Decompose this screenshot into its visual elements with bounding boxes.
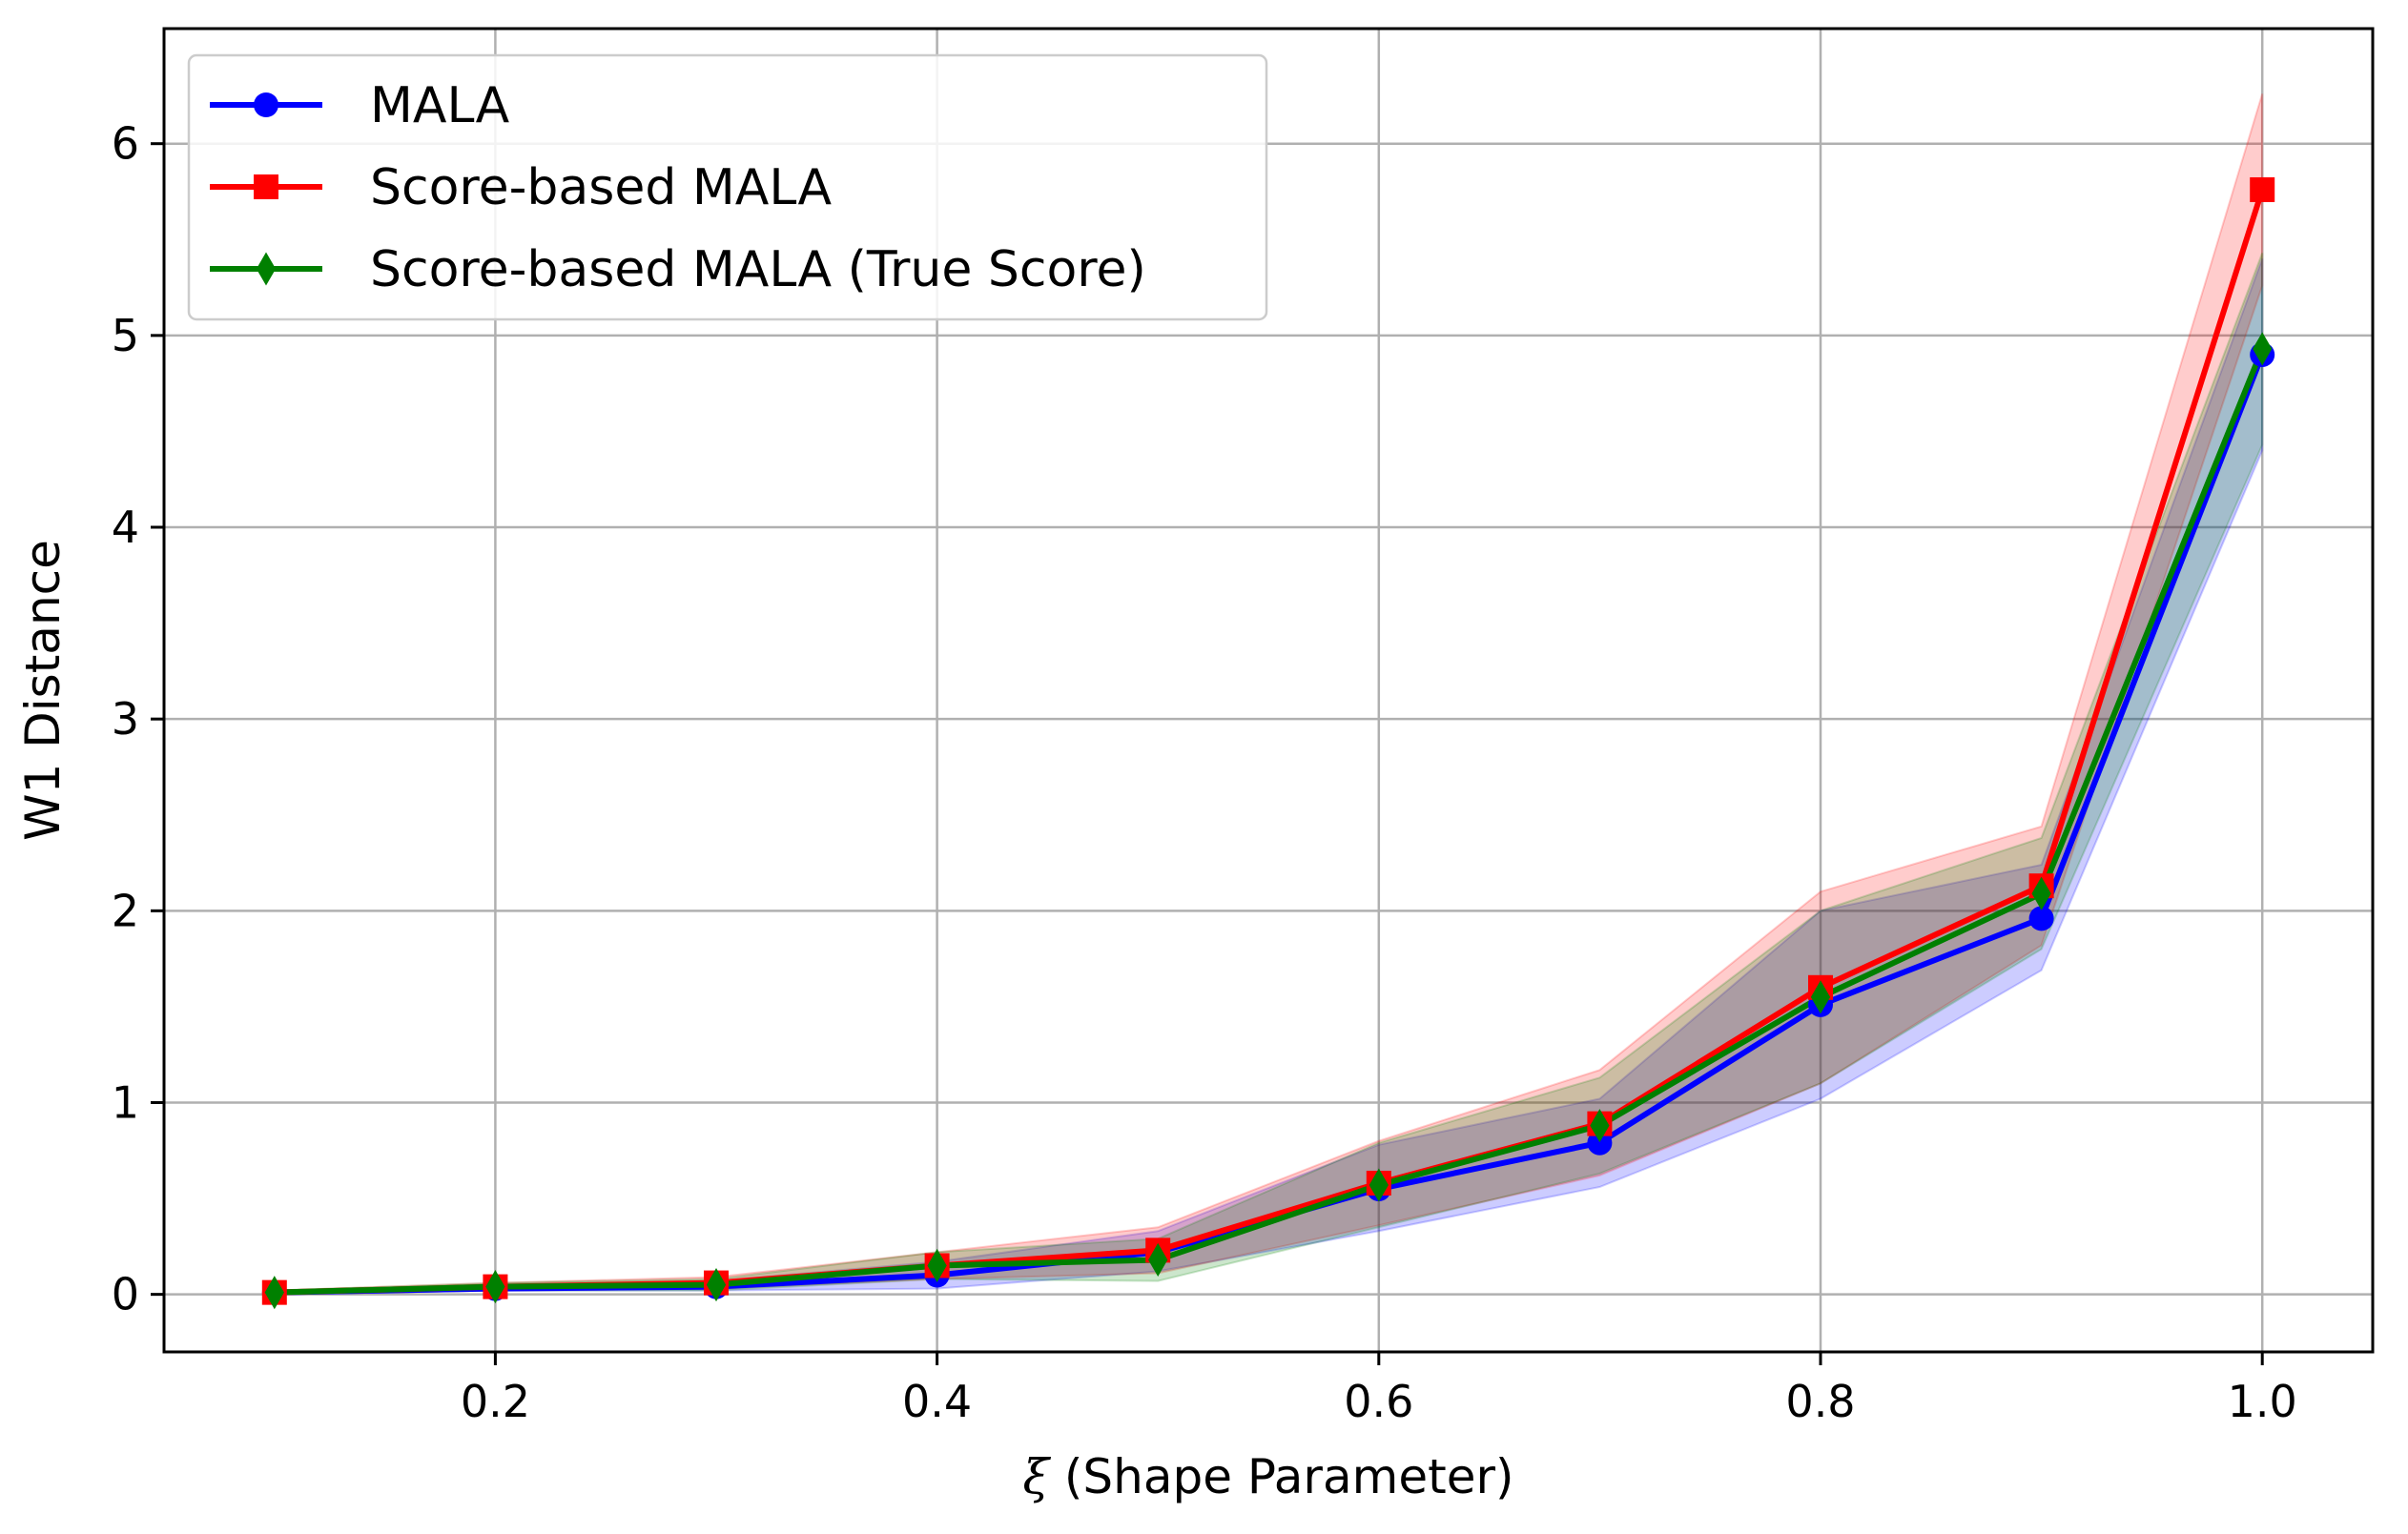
mala-legend-marker <box>254 92 278 117</box>
legend: MALA Score-based MALA Score-based MALA (Tr… <box>187 53 1268 321</box>
score-based-mala-legend-label: Score-based MALA <box>370 159 833 216</box>
y-tick-label: 2 <box>112 885 139 936</box>
score-based-mala-true-score-point <box>1810 980 1831 1014</box>
mala-point <box>1587 1130 1613 1156</box>
y-axis-ticks: 0 1 2 3 4 5 6 <box>112 118 164 1320</box>
y-axis-label: W1 Distance <box>15 540 71 841</box>
mala-point <box>2028 906 2054 931</box>
x-axis-ticks: 0.2 0.4 0.6 0.8 1.0 <box>461 1352 2297 1427</box>
score-based-mala-true-score-line <box>274 347 2265 1296</box>
x-axis-label-text: (Shape Parameter) <box>1049 1449 1514 1504</box>
score-based-mala-true-score-legend-label: Score-based MALA (True Score) <box>370 241 1146 298</box>
y-tick-label: 1 <box>112 1076 139 1128</box>
x-tick-label: 0.6 <box>1344 1376 1413 1427</box>
y-tick-label: 5 <box>112 310 139 361</box>
grid <box>164 29 2373 1352</box>
mala-legend-label: MALA <box>370 77 510 134</box>
score-based-mala-true-score-point <box>1369 1168 1389 1202</box>
score-based-mala-true-score-point <box>485 1270 505 1304</box>
y-tick-label: 3 <box>112 693 139 745</box>
legend-box <box>187 53 1268 321</box>
score-based-mala-true-score-point <box>264 1276 284 1310</box>
score-based-mala-true-score-point <box>1590 1109 1610 1143</box>
series-lines <box>274 189 2266 1296</box>
y-tick-label: 0 <box>112 1269 139 1320</box>
mala-band <box>273 258 2264 1296</box>
x-axis-label: ξ (Shape Parameter) <box>1022 1449 1513 1504</box>
score-based-mala-true-score-point <box>706 1268 727 1302</box>
x-tick-label: 1.0 <box>2228 1376 2297 1427</box>
score-based-mala-point <box>2250 176 2275 202</box>
score-based-mala-true-score-point <box>2031 876 2051 910</box>
y-tick-label: 4 <box>112 501 139 553</box>
score-based-mala-true-score-legend-marker <box>256 252 277 286</box>
score-based-mala-true-score-point <box>1148 1242 1168 1277</box>
x-tick-label: 0.2 <box>461 1376 530 1427</box>
y-tick-label: 6 <box>112 118 139 170</box>
x-tick-label: 0.8 <box>1785 1376 1855 1427</box>
score-based-mala-true-score-band <box>273 253 2264 1296</box>
score-based-mala-true-score-point <box>927 1248 947 1283</box>
score-based-mala-legend-marker <box>254 174 278 199</box>
plot-frame <box>162 27 2375 1354</box>
x-axis-label-symbol: ξ <box>1022 1449 1051 1504</box>
x-tick-label: 0.4 <box>902 1376 972 1427</box>
series-markers <box>261 176 2275 1310</box>
score-based-mala-true-score-point <box>2253 332 2273 366</box>
